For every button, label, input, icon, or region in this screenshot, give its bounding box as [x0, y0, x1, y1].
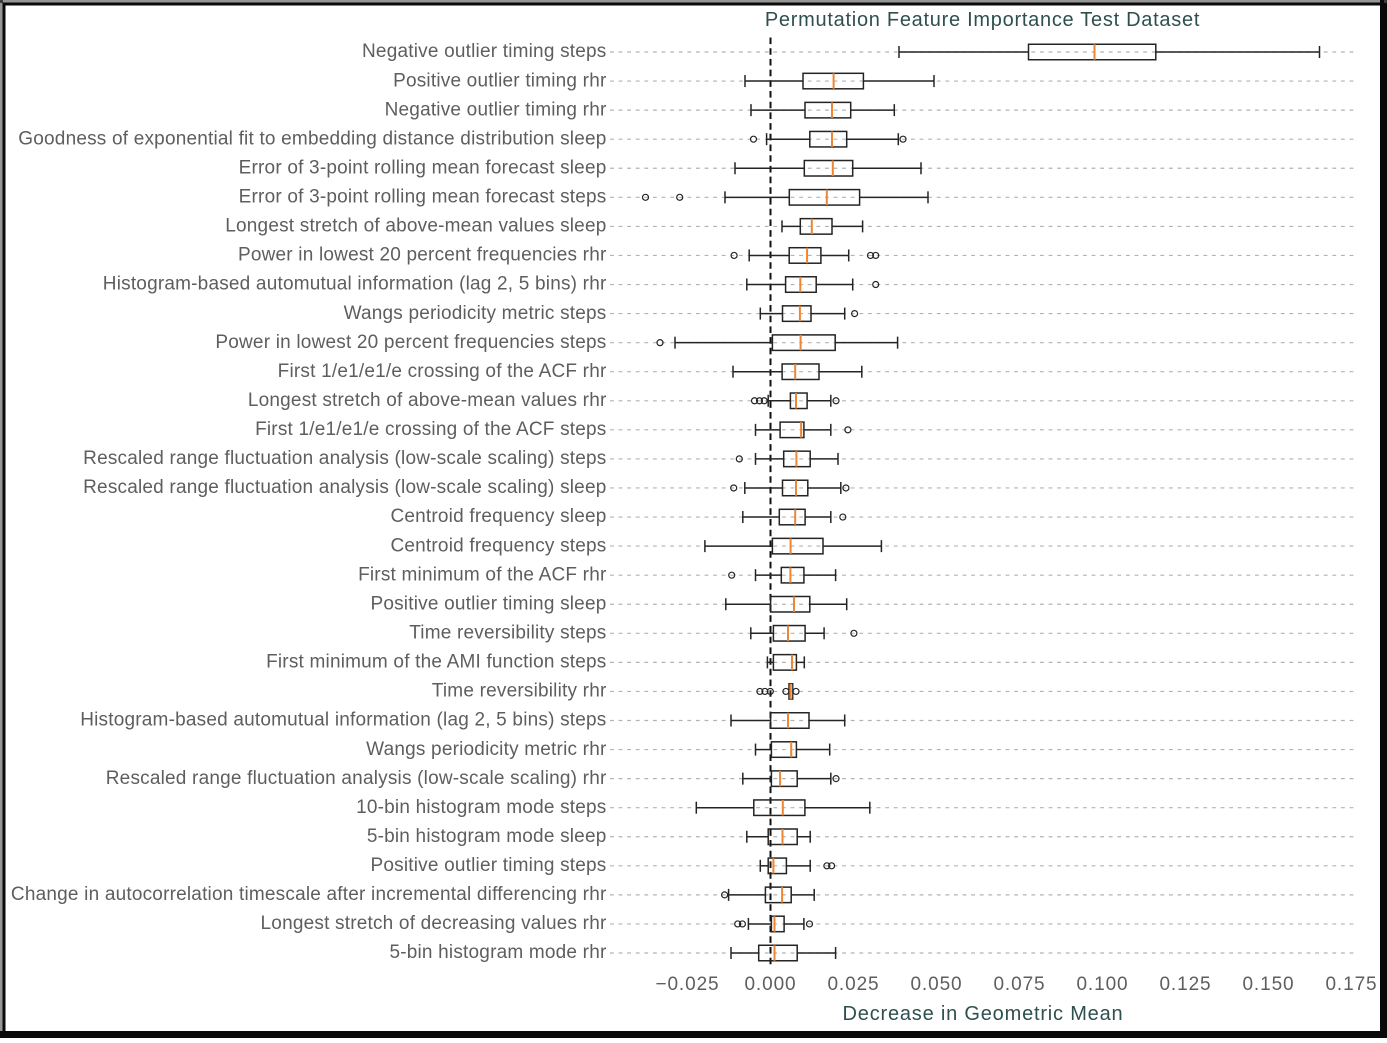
svg-text:Power in lowest 20 percent fre: Power in lowest 20 percent frequencies s…	[215, 332, 606, 353]
svg-text:First 1/e1/e1/e crossing of th: First 1/e1/e1/e crossing of the ACF step…	[255, 419, 606, 440]
svg-text:−0.025: −0.025	[655, 974, 719, 995]
svg-text:0.100: 0.100	[1076, 974, 1128, 995]
svg-text:Rescaled range fluctuation ana: Rescaled range fluctuation analysis (low…	[83, 448, 606, 469]
svg-text:Histogram-based automutual inf: Histogram-based automutual information (…	[103, 274, 607, 295]
svg-text:0.050: 0.050	[910, 974, 962, 995]
svg-text:Centroid frequency sleep: Centroid frequency sleep	[390, 506, 606, 527]
svg-text:Time reversibility rhr: Time reversibility rhr	[432, 681, 607, 702]
svg-text:Goodness of exponential fit to: Goodness of exponential fit to embedding…	[18, 128, 606, 149]
svg-text:Decrease in Geometric Mean: Decrease in Geometric Mean	[843, 1003, 1124, 1025]
svg-text:0.025: 0.025	[827, 974, 879, 995]
svg-text:Longest stretch of decreasing: Longest stretch of decreasing values rhr	[261, 913, 607, 934]
svg-text:Power in lowest 20 percent fre: Power in lowest 20 percent frequencies r…	[238, 245, 607, 266]
svg-text:0.000: 0.000	[744, 974, 796, 995]
svg-text:10-bin histogram mode steps: 10-bin histogram mode steps	[356, 797, 606, 818]
svg-text:Wangs periodicity metric steps: Wangs periodicity metric steps	[344, 303, 607, 324]
svg-text:Error of 3-point rolling mean: Error of 3-point rolling mean forecast s…	[239, 157, 607, 178]
svg-text:Wangs periodicity metric rhr: Wangs periodicity metric rhr	[366, 739, 607, 760]
svg-text:0.175: 0.175	[1325, 974, 1377, 995]
svg-text:Centroid frequency steps: Centroid frequency steps	[390, 535, 606, 556]
svg-text:Longest stretch of above-mean: Longest stretch of above-mean values sle…	[225, 216, 606, 237]
svg-text:Rescaled range fluctuation ana: Rescaled range fluctuation analysis (low…	[83, 477, 606, 498]
svg-text:5-bin histogram mode sleep: 5-bin histogram mode sleep	[367, 826, 607, 847]
svg-text:Histogram-based automutual inf: Histogram-based automutual information (…	[80, 710, 606, 731]
svg-text:Positive outlier timing rhr: Positive outlier timing rhr	[393, 70, 607, 91]
svg-text:Error of 3-point rolling mean: Error of 3-point rolling mean forecast s…	[239, 187, 607, 208]
svg-text:Longest stretch of above-mean: Longest stretch of above-mean values rhr	[248, 390, 607, 411]
svg-text:Positive outlier timing steps: Positive outlier timing steps	[370, 855, 606, 876]
svg-text:Change in autocorrelation time: Change in autocorrelation timescale afte…	[11, 884, 607, 905]
svg-text:First minimum of the ACF rhr: First minimum of the ACF rhr	[358, 564, 607, 585]
svg-text:Negative outlier timing rhr: Negative outlier timing rhr	[385, 99, 607, 120]
svg-text:Negative outlier timing steps: Negative outlier timing steps	[362, 41, 606, 62]
svg-text:0.075: 0.075	[993, 974, 1045, 995]
svg-text:Positive outlier timing sleep: Positive outlier timing sleep	[370, 593, 606, 614]
svg-text:5-bin histogram mode rhr: 5-bin histogram mode rhr	[389, 942, 607, 963]
svg-text:0.125: 0.125	[1159, 974, 1211, 995]
svg-text:First 1/e1/e1/e crossing of th: First 1/e1/e1/e crossing of the ACF rhr	[278, 361, 607, 382]
svg-text:Time reversibility steps: Time reversibility steps	[409, 623, 606, 644]
svg-text:0.150: 0.150	[1242, 974, 1294, 995]
svg-text:First minimum of the AMI funct: First minimum of the AMI function steps	[266, 652, 606, 673]
svg-text:Permutation Feature Importance: Permutation Feature Importance Test Data…	[765, 9, 1200, 31]
svg-text:Rescaled range fluctuation ana: Rescaled range fluctuation analysis (low…	[106, 768, 607, 789]
